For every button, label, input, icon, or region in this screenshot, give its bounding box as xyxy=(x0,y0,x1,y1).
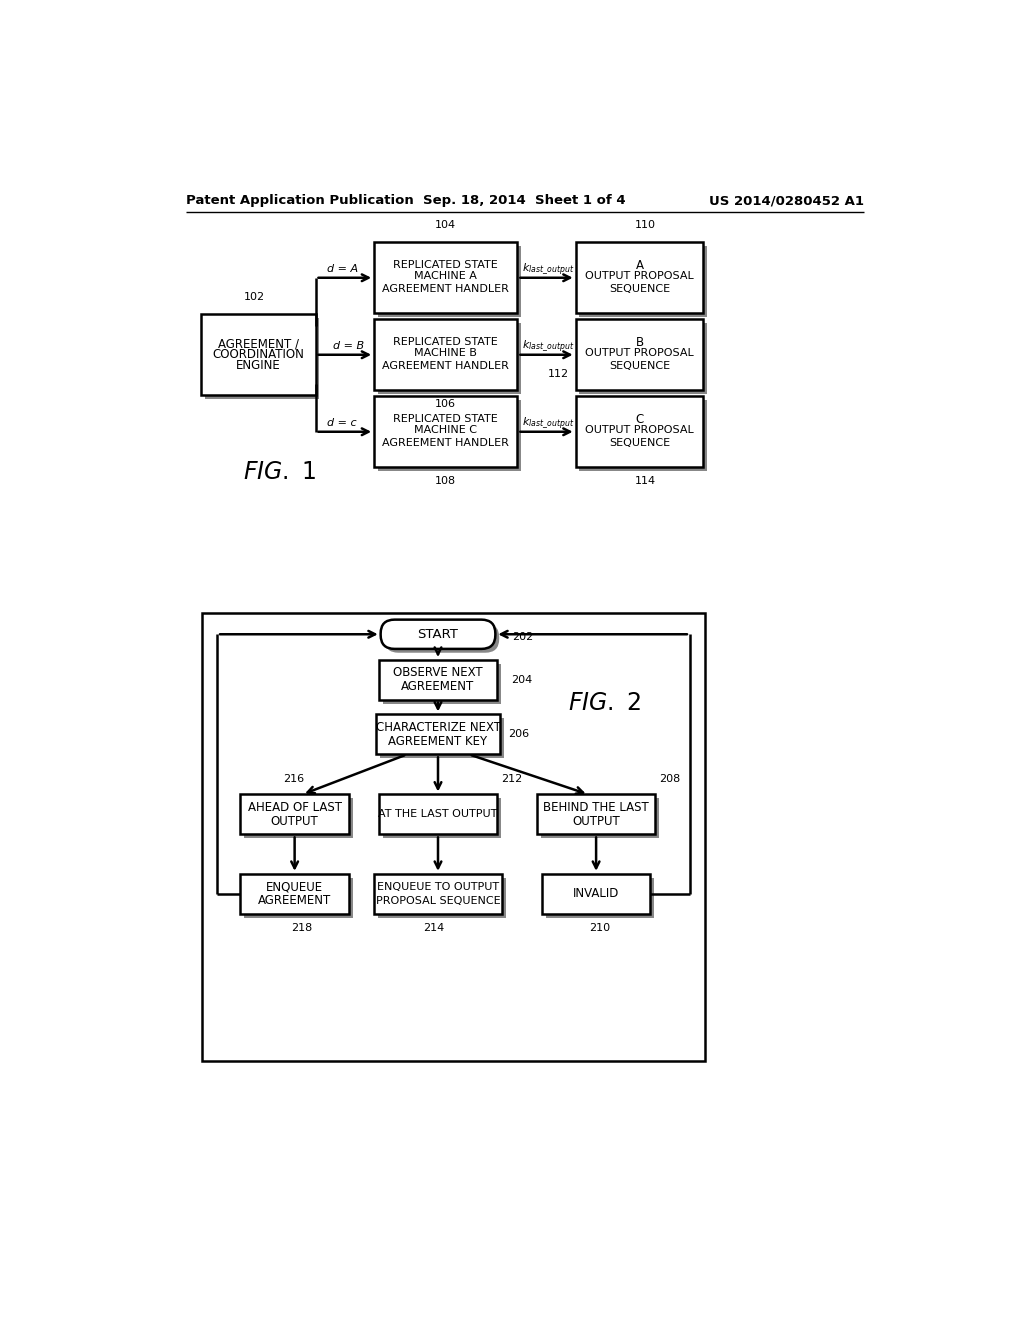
Text: MACHINE A: MACHINE A xyxy=(415,271,477,281)
Text: SEQUENCE: SEQUENCE xyxy=(609,360,670,371)
Text: REPLICATED STATE: REPLICATED STATE xyxy=(393,414,498,425)
Text: 104: 104 xyxy=(435,220,457,231)
Text: OUTPUT: OUTPUT xyxy=(572,814,620,828)
Text: AGREEMENT HANDLER: AGREEMENT HANDLER xyxy=(382,437,509,447)
Bar xyxy=(580,400,708,471)
Bar xyxy=(546,878,654,917)
Bar xyxy=(205,318,319,399)
Bar xyxy=(575,396,703,467)
Text: US 2014/0280452 A1: US 2014/0280452 A1 xyxy=(710,194,864,207)
Text: AGREEMENT: AGREEMENT xyxy=(401,680,475,693)
Text: CHARACTERIZE NEXT: CHARACTERIZE NEXT xyxy=(376,721,501,734)
Text: Patent Application Publication: Patent Application Publication xyxy=(186,194,414,207)
Text: A: A xyxy=(636,259,643,272)
Text: AGREEMENT HANDLER: AGREEMENT HANDLER xyxy=(382,360,509,371)
Bar xyxy=(575,319,703,391)
Text: 106: 106 xyxy=(435,399,457,409)
Bar xyxy=(378,323,521,395)
Bar xyxy=(202,612,706,1061)
Text: 206: 206 xyxy=(508,730,528,739)
Bar xyxy=(541,799,658,838)
Text: 210: 210 xyxy=(590,923,610,933)
Text: 214: 214 xyxy=(424,923,444,933)
Bar xyxy=(580,323,708,395)
Text: 208: 208 xyxy=(658,774,680,784)
Text: SEQUENCE: SEQUENCE xyxy=(609,437,670,447)
Text: Sep. 18, 2014  Sheet 1 of 4: Sep. 18, 2014 Sheet 1 of 4 xyxy=(424,194,626,207)
Text: ENQUEUE TO OUTPUT: ENQUEUE TO OUTPUT xyxy=(377,882,499,892)
Text: 112: 112 xyxy=(548,370,569,379)
Text: OUTPUT PROPOSAL: OUTPUT PROPOSAL xyxy=(585,271,694,281)
Text: PROPOSAL SEQUENCE: PROPOSAL SEQUENCE xyxy=(376,896,501,906)
Bar xyxy=(378,247,521,317)
Text: $\mathit{FIG.\ 2}$: $\mathit{FIG.\ 2}$ xyxy=(568,692,641,715)
Bar xyxy=(378,878,506,917)
Bar xyxy=(374,396,517,467)
Text: $k_{last\_output}$: $k_{last\_output}$ xyxy=(522,339,574,354)
Bar xyxy=(378,400,521,471)
Text: $k_{last\_output}$: $k_{last\_output}$ xyxy=(522,261,574,277)
Text: 114: 114 xyxy=(635,477,656,486)
Bar xyxy=(201,314,315,395)
Text: d = B: d = B xyxy=(333,341,364,351)
Text: C: C xyxy=(635,413,644,426)
Bar xyxy=(241,795,349,834)
Bar xyxy=(374,243,517,313)
Bar xyxy=(245,799,352,838)
Text: 102: 102 xyxy=(244,293,265,302)
Text: 110: 110 xyxy=(635,220,656,231)
Text: REPLICATED STATE: REPLICATED STATE xyxy=(393,260,498,271)
Text: BEHIND THE LAST: BEHIND THE LAST xyxy=(543,801,649,814)
Text: INVALID: INVALID xyxy=(572,887,620,900)
Text: d = A: d = A xyxy=(328,264,358,273)
Text: 212: 212 xyxy=(501,774,522,784)
Text: d = c: d = c xyxy=(328,417,356,428)
Bar xyxy=(580,247,708,317)
Bar xyxy=(245,878,352,917)
Text: COORDINATION: COORDINATION xyxy=(212,348,304,362)
Text: REPLICATED STATE: REPLICATED STATE xyxy=(393,338,498,347)
Text: OUTPUT PROPOSAL: OUTPUT PROPOSAL xyxy=(585,425,694,436)
Bar xyxy=(379,660,497,700)
Text: MACHINE C: MACHINE C xyxy=(415,425,477,436)
FancyBboxPatch shape xyxy=(385,623,500,653)
Bar xyxy=(374,319,517,391)
Text: ENQUEUE: ENQUEUE xyxy=(266,880,324,894)
Text: MACHINE B: MACHINE B xyxy=(415,348,477,358)
Text: AGREEMENT HANDLER: AGREEMENT HANDLER xyxy=(382,284,509,293)
Bar xyxy=(374,874,502,913)
Bar xyxy=(380,718,504,758)
Text: AHEAD OF LAST: AHEAD OF LAST xyxy=(248,801,342,814)
Text: AGREEMENT /: AGREEMENT / xyxy=(218,338,299,351)
Text: 218: 218 xyxy=(291,923,312,933)
Text: 216: 216 xyxy=(283,774,304,784)
FancyBboxPatch shape xyxy=(381,619,496,649)
Bar xyxy=(383,664,501,704)
Text: OBSERVE NEXT: OBSERVE NEXT xyxy=(393,667,482,680)
Text: OUTPUT: OUTPUT xyxy=(270,814,318,828)
Bar xyxy=(241,874,349,913)
Text: 108: 108 xyxy=(435,477,457,486)
Bar xyxy=(383,799,501,838)
Text: B: B xyxy=(636,335,643,348)
Text: SEQUENCE: SEQUENCE xyxy=(609,284,670,293)
Text: AT THE LAST OUTPUT: AT THE LAST OUTPUT xyxy=(378,809,498,820)
Text: 204: 204 xyxy=(511,675,532,685)
Text: AGREEMENT: AGREEMENT xyxy=(258,894,331,907)
Bar xyxy=(379,795,497,834)
Text: START: START xyxy=(418,628,459,640)
Bar xyxy=(538,795,655,834)
Text: 202: 202 xyxy=(512,632,534,643)
Text: $k_{last\_output}$: $k_{last\_output}$ xyxy=(522,416,574,432)
Bar xyxy=(575,243,703,313)
Bar xyxy=(542,874,650,913)
Text: AGREEMENT KEY: AGREEMENT KEY xyxy=(388,735,487,748)
Text: ENGINE: ENGINE xyxy=(236,359,281,372)
Bar xyxy=(376,714,500,755)
Text: $\mathit{FIG.\ 1}$: $\mathit{FIG.\ 1}$ xyxy=(243,461,316,484)
Text: OUTPUT PROPOSAL: OUTPUT PROPOSAL xyxy=(585,348,694,358)
